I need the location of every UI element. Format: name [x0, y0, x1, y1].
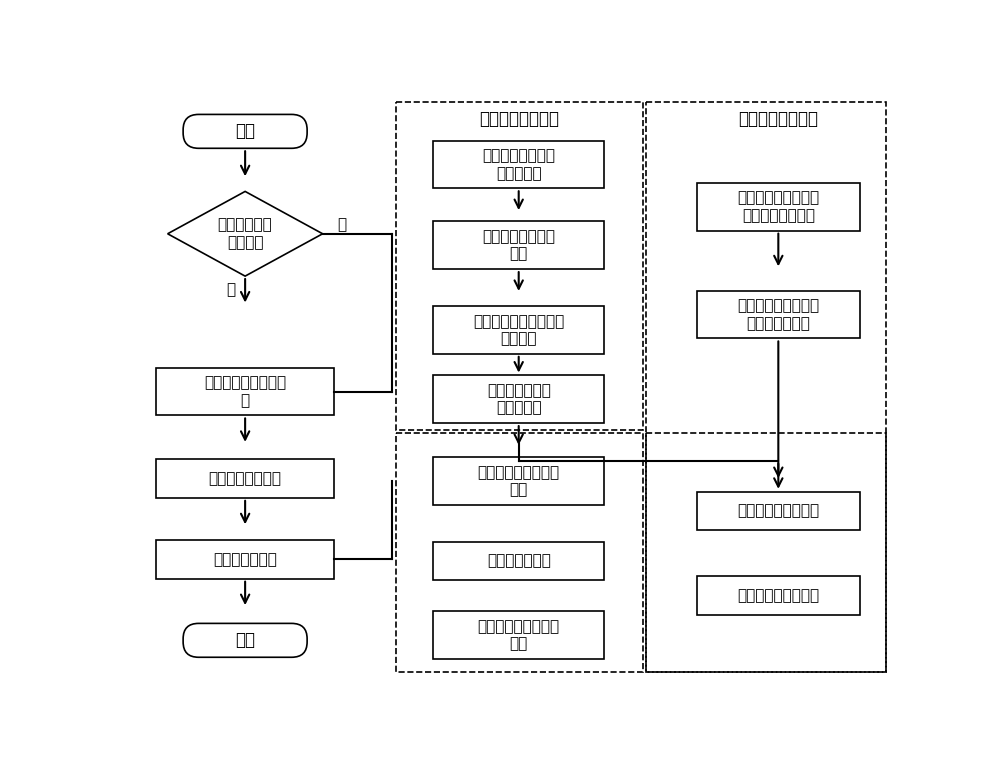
Bar	[697, 576, 860, 615]
Bar	[433, 611, 604, 659]
Text: 给出分段判定等级: 给出分段判定等级	[209, 471, 282, 486]
Text: 缺陷名称和质量结
果统一标准: 缺陷名称和质量结 果统一标准	[482, 148, 555, 180]
Text: 综合判定等级配置表: 综合判定等级配置表	[737, 588, 819, 603]
Bar	[433, 221, 604, 269]
Text: 表检判定标准转换: 表检判定标准转换	[479, 110, 559, 128]
Bar	[646, 102, 886, 672]
Bar	[433, 457, 604, 505]
Text: 确定不同用户、钢种
的过程参数范围: 确定不同用户、钢种 的过程参数范围	[737, 298, 819, 331]
Text: 是: 是	[227, 282, 236, 298]
Bar	[697, 291, 860, 339]
Text: 检查是否有刚
下线产品: 检查是否有刚 下线产品	[218, 218, 272, 250]
Bar	[396, 433, 643, 672]
Bar	[646, 433, 886, 672]
Text: 缺陷严重程度等级
量化: 缺陷严重程度等级 量化	[482, 229, 555, 262]
Bar	[396, 102, 643, 430]
Text: 缺陷权重对照表: 缺陷权重对照表	[487, 553, 551, 568]
Text: 确定不同用户、钢种的
加权系数: 确定不同用户、钢种的 加权系数	[473, 314, 564, 346]
Text: 过程判定标准转换: 过程判定标准转换	[738, 110, 818, 128]
Bar	[156, 368, 334, 416]
Text: 缺陷量与质量结果对
照表: 缺陷量与质量结果对 照表	[478, 619, 560, 651]
Bar	[697, 492, 860, 530]
Text: 结束: 结束	[235, 632, 255, 649]
Bar	[697, 183, 860, 231]
FancyBboxPatch shape	[183, 623, 307, 658]
Text: 分切意见和建议: 分切意见和建议	[213, 552, 277, 567]
FancyBboxPatch shape	[183, 114, 307, 148]
Text: 表面判定规则等级对
照表: 表面判定规则等级对 照表	[478, 465, 560, 497]
Text: 过程参数判定规则表: 过程参数判定规则表	[737, 504, 819, 518]
Text: 规范过程参数控制点
的名称和质量结果: 规范过程参数控制点 的名称和质量结果	[737, 190, 819, 223]
Text: 读取数据进行分段判
定: 读取数据进行分段判 定	[204, 375, 286, 408]
Bar	[433, 375, 604, 423]
Bar	[433, 141, 604, 188]
Bar	[433, 306, 604, 354]
Polygon shape	[168, 192, 323, 276]
Bar	[433, 542, 604, 581]
Text: 带权缺陷量与质
量结果对应: 带权缺陷量与质 量结果对应	[487, 383, 551, 416]
Bar	[156, 460, 334, 498]
Bar	[156, 540, 334, 578]
Text: 开始: 开始	[235, 123, 255, 140]
Text: 否: 否	[337, 217, 347, 232]
